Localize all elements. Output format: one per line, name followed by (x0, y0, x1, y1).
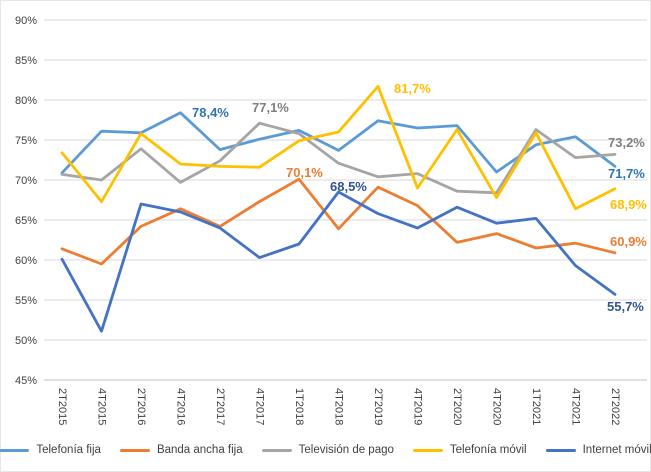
data-label-internet-movil-55-7-: 55,7% (607, 299, 644, 314)
x-axis-label: 2T2019 (372, 388, 384, 425)
data-label-telefonia-fija-78-4-: 78,4% (192, 105, 229, 120)
data-label-telefonia-movil-68-9-: 68,9% (610, 197, 647, 212)
legend-line-swatch (261, 448, 292, 452)
legend-item-television-de-pago: Televisión de pago (261, 444, 394, 456)
legend-label: Banda ancha fija (156, 444, 243, 456)
x-axis-label: 4T2021 (570, 388, 582, 425)
x-axis-label: 2T2015 (56, 388, 68, 425)
y-axis-label: 75% (15, 135, 37, 147)
x-axis-label: 4T2019 (412, 388, 424, 425)
legend-item-telefonia-fija: Telefonía fija (0, 444, 101, 456)
data-label-telefonia-fija-71-7-: 71,7% (608, 166, 645, 181)
y-axis-label: 45% (15, 375, 37, 387)
x-axis-label: 4T2015 (96, 388, 108, 425)
x-axis-label: 2T2022 (609, 388, 621, 425)
legend-item-telefonia-movil: Telefonía móvil (412, 444, 527, 456)
legend-line-swatch (0, 448, 30, 452)
legend-item-banda-ancha-fija: Banda ancha fija (119, 444, 243, 456)
x-axis-label: 4T2017 (254, 388, 266, 425)
series-line-telefonia-movil (60, 85, 617, 211)
data-label-television-de-pago-73-2-: 73,2% (608, 135, 645, 150)
x-axis-label: 4T2018 (333, 388, 345, 425)
x-axis-label: 4T2020 (491, 388, 503, 425)
legend-line-swatch (412, 448, 443, 452)
series-line-television-de-pago (60, 121, 617, 195)
legend-line-swatch (119, 448, 150, 452)
y-axis-label: 60% (15, 255, 37, 267)
series-line-internet-movil (60, 190, 617, 333)
legend-label: Internet móvil (582, 444, 651, 456)
y-axis-label: 90% (15, 15, 37, 27)
x-axis-label: 2T2017 (214, 388, 226, 425)
legend-label: Telefonía fija (36, 444, 101, 456)
y-axis-label: 70% (15, 175, 37, 187)
data-label-telefonia-movil-81-7-: 81,7% (394, 81, 431, 96)
y-axis-label: 80% (15, 95, 37, 107)
data-label-television-de-pago-77-1-: 77,1% (252, 100, 289, 115)
y-axis-label: 85% (15, 55, 37, 67)
legend-item-internet-movil: Internet móvil (545, 444, 651, 456)
data-label-banda-ancha-fija-70-1-: 70,1% (286, 165, 323, 180)
y-axis-label: 65% (15, 215, 37, 227)
chart-legend: Telefonía fija Banda ancha fija Televisión… (0, 444, 651, 456)
series-line-banda-ancha-fija (60, 177, 617, 266)
x-axis-label: 4T2016 (175, 388, 187, 425)
x-axis-label: 1T2021 (530, 388, 542, 425)
data-label-internet-movil-68-5-: 68,5% (330, 179, 367, 194)
x-axis-label: 2T2020 (451, 388, 463, 425)
x-axis-label: 2T2016 (135, 388, 147, 425)
data-label-banda-ancha-fija-60-9-: 60,9% (610, 234, 647, 249)
legend-label: Telefonía móvil (449, 444, 527, 456)
y-axis-label: 50% (15, 335, 37, 347)
y-axis-label: 55% (15, 295, 37, 307)
legend-label: Televisión de pago (298, 444, 394, 456)
legend-line-swatch (545, 448, 576, 452)
x-axis-label: 1T2018 (293, 388, 305, 425)
